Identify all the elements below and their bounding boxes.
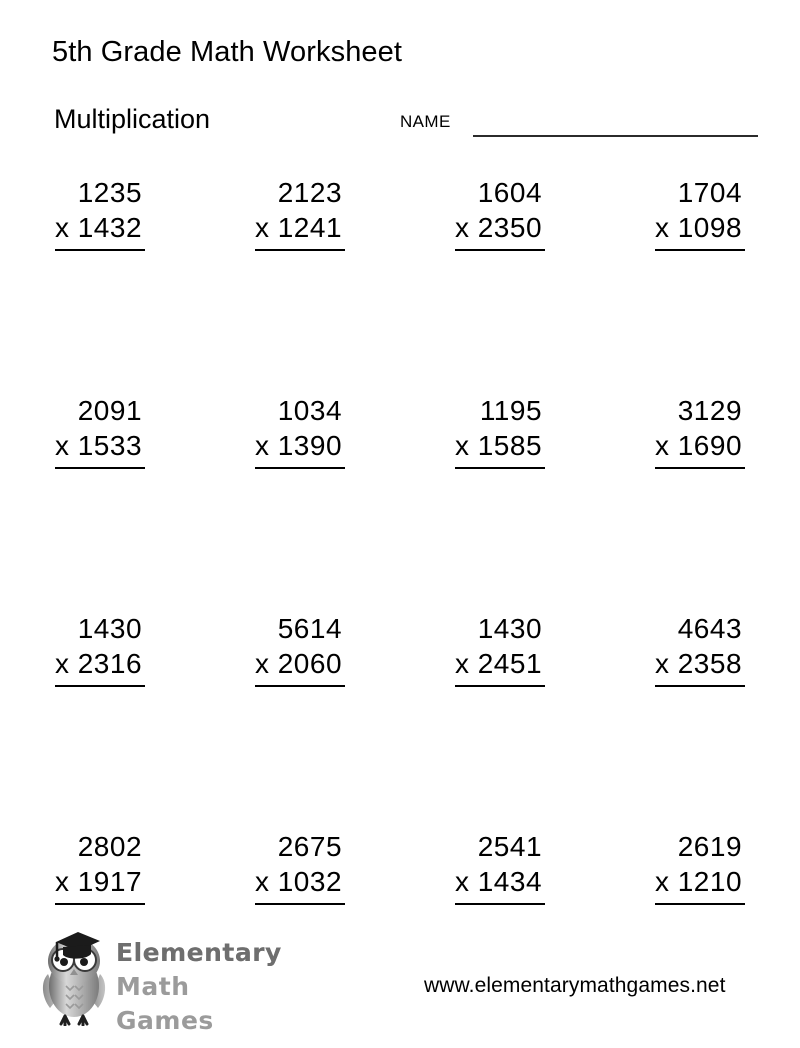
multiplicand: 1430: [77, 613, 143, 644]
multiplier: 1390: [277, 430, 343, 461]
problem-cell: 1430 x 2316: [0, 612, 200, 830]
problem-cell: 2123 x 1241: [200, 176, 400, 394]
multiplier: 1434: [477, 866, 543, 897]
operator-symbol: x: [254, 212, 270, 243]
multiplier: 1432: [77, 212, 143, 243]
owl-graduate-icon: [36, 928, 112, 1027]
multiplier: 2316: [77, 648, 143, 679]
operator-symbol: x: [54, 212, 70, 243]
operator-symbol: x: [254, 430, 270, 461]
multiplier-line: x 2350: [455, 210, 545, 246]
multiplier: 1032: [277, 866, 343, 897]
multiplicand: 3129: [677, 395, 743, 426]
multiplier: 1585: [477, 430, 543, 461]
problem-cell: 5614 x 2060: [200, 612, 400, 830]
multiplicand: 2123: [277, 177, 343, 208]
operator-symbol: x: [54, 430, 70, 461]
multiplier: 1241: [277, 212, 343, 243]
multiplier: 2350: [477, 212, 543, 243]
multiplicand: 1604: [477, 177, 543, 208]
multiplier: 1917: [77, 866, 143, 897]
multiplier-line: x 2060: [255, 646, 345, 682]
operator-symbol: x: [454, 866, 470, 897]
problem-grid: 1235 x 1432 2123 x 1241 1604 x 2350 1704…: [0, 176, 800, 1048]
problem-row: 1430 x 2316 5614 x 2060 1430 x 2451 4643…: [0, 612, 800, 830]
operator-symbol: x: [654, 866, 670, 897]
multiplicand: 1034: [277, 395, 343, 426]
multiplicand: 1195: [479, 395, 543, 426]
multiplier-line: x 1098: [655, 210, 745, 246]
operator-symbol: x: [454, 430, 470, 461]
multiplier-line: x 2358: [655, 646, 745, 682]
multiplicand: 2675: [277, 831, 343, 862]
multiplicand: 2802: [77, 831, 143, 862]
multiplier: 1533: [77, 430, 143, 461]
multiplier-line: x 1917: [55, 864, 145, 900]
multiplier: 2358: [677, 648, 743, 679]
multiplier: 1690: [677, 430, 743, 461]
problem-cell: 2091 x 1533: [0, 394, 200, 612]
name-label: NAME: [400, 112, 451, 131]
site-url: www.elementarymathgames.net: [424, 974, 726, 997]
problem-cell: 1195 x 1585: [400, 394, 600, 612]
problem-row: 1235 x 1432 2123 x 1241 1604 x 2350 1704…: [0, 176, 800, 394]
problem-cell: 2619 x 1210: [600, 830, 800, 1048]
multiplier-line: x 1690: [655, 428, 745, 464]
multiplicand: 2091: [77, 395, 143, 426]
problem-cell: 2675 x 1032: [200, 830, 400, 1048]
operator-symbol: x: [54, 866, 70, 897]
multiplicand: 1704: [677, 177, 743, 208]
multiplicand: 2541: [477, 831, 543, 862]
multiplicand: 4643: [677, 613, 743, 644]
operator-symbol: x: [54, 648, 70, 679]
page-title: 5th Grade Math Worksheet: [52, 36, 403, 68]
multiplicand: 2619: [677, 831, 743, 862]
multiplier-line: x 1390: [255, 428, 345, 464]
problem-row: 2091 x 1533 1034 x 1390 1195 x 1585 3129…: [0, 394, 800, 612]
operator-symbol: x: [654, 430, 670, 461]
multiplier: 1098: [677, 212, 743, 243]
problem-row: 2802 x 1917 2675 x 1032 2541 x 1434 2619…: [0, 830, 800, 1048]
multiplier-line: x 1210: [655, 864, 745, 900]
problem-cell: 2802 x 1917: [0, 830, 200, 1048]
problem-cell: 4643 x 2358: [600, 612, 800, 830]
name-input-rule[interactable]: [473, 135, 758, 137]
problem-cell: 1430 x 2451: [400, 612, 600, 830]
multiplier: 2451: [477, 648, 543, 679]
multiplicand: 1430: [477, 613, 543, 644]
multiplier-line: x 1432: [55, 210, 145, 246]
multiplier-line: x 1434: [455, 864, 545, 900]
operator-symbol: x: [254, 866, 270, 897]
subject-title: Multiplication: [54, 104, 211, 134]
multiplier-line: x 1585: [455, 428, 545, 464]
logo-line-1: Elementary: [116, 936, 296, 970]
operator-symbol: x: [454, 212, 470, 243]
problem-cell: 3129 x 1690: [600, 394, 800, 612]
operator-symbol: x: [254, 648, 270, 679]
operator-symbol: x: [454, 648, 470, 679]
multiplier: 1210: [677, 866, 743, 897]
problem-cell: 1604 x 2350: [400, 176, 600, 394]
multiplier-line: x 1533: [55, 428, 145, 464]
multiplier-line: x 1032: [255, 864, 345, 900]
problem-cell: 2541 x 1434: [400, 830, 600, 1048]
multiplicand: 5614: [277, 613, 343, 644]
logo-line-2: Math Games: [116, 972, 214, 1035]
multiplicand: 1235: [77, 177, 143, 208]
multiplier-line: x 2316: [55, 646, 145, 682]
operator-symbol: x: [654, 212, 670, 243]
multiplier: 2060: [277, 648, 343, 679]
multiplier-line: x 2451: [455, 646, 545, 682]
problem-cell: 1235 x 1432: [0, 176, 200, 394]
problem-cell: 1034 x 1390: [200, 394, 400, 612]
problem-cell: 1704 x 1098: [600, 176, 800, 394]
operator-symbol: x: [654, 648, 670, 679]
logo-wordmark: Elementary Math Games: [116, 936, 296, 1038]
site-logo: Elementary Math Games: [36, 928, 286, 1035]
multiplier-line: x 1241: [255, 210, 345, 246]
